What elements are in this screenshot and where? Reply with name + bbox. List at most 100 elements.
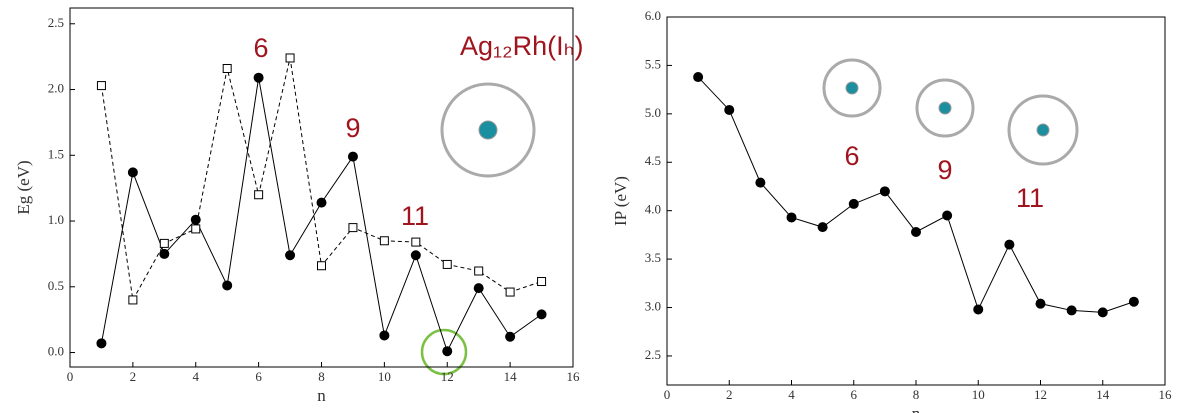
- series-line: [100, 77, 542, 353]
- circle-marker: [505, 331, 516, 342]
- x-tick-label: 8: [318, 369, 325, 384]
- circle-marker: [848, 198, 859, 209]
- square-marker: [348, 223, 358, 233]
- annotation: 6: [844, 141, 859, 171]
- x-axis-label: n: [912, 404, 921, 413]
- highlight-circle: [420, 328, 468, 376]
- cluster-image: [1007, 94, 1079, 166]
- square-marker: [537, 277, 547, 287]
- square-marker: [505, 287, 515, 297]
- x-tick-label: 6: [255, 369, 262, 384]
- y-tick-label: 1.5: [48, 146, 64, 161]
- cluster-atom: [938, 101, 952, 115]
- cluster-image: [440, 82, 536, 178]
- y-tick-label: 2.0: [48, 81, 64, 96]
- circle-marker: [1035, 298, 1046, 309]
- circle-marker: [1066, 305, 1077, 316]
- square-marker: [191, 224, 201, 234]
- x-tick-label: 4: [788, 387, 795, 402]
- cluster-atom: [478, 120, 498, 140]
- y-tick-label: 3.5: [645, 250, 661, 265]
- circle-marker: [379, 330, 390, 341]
- square-marker: [128, 295, 138, 305]
- cluster-atom: [845, 81, 859, 95]
- square-marker: [474, 266, 484, 276]
- plot-frame: [666, 16, 1166, 386]
- y-tick-label: 4.0: [645, 202, 661, 217]
- cluster-image: [915, 78, 975, 138]
- circle-marker: [786, 212, 797, 223]
- x-tick-label: 10: [378, 369, 391, 384]
- y-tick-label: 5.5: [645, 56, 661, 71]
- circle-marker: [536, 309, 547, 320]
- x-tick-label: 12: [1034, 387, 1047, 402]
- circle-marker: [410, 250, 421, 261]
- x-tick-label: 16: [567, 369, 581, 384]
- circle-marker: [159, 248, 170, 259]
- circle-marker: [755, 177, 766, 188]
- circle-marker: [724, 104, 735, 115]
- square-marker: [96, 81, 106, 91]
- x-tick-label: 6: [851, 387, 858, 402]
- circle-marker: [442, 346, 453, 357]
- circle-marker: [693, 72, 704, 83]
- square-marker: [254, 190, 264, 200]
- square-marker: [222, 63, 232, 73]
- square-marker: [317, 261, 326, 271]
- x-tick-label: 10: [972, 387, 985, 402]
- circle-marker: [1097, 307, 1108, 318]
- x-tick-label: 14: [504, 369, 518, 384]
- square-marker: [285, 53, 295, 63]
- y-tick-label: 0.0: [48, 344, 64, 359]
- annotation: 11: [1016, 183, 1044, 213]
- y-tick-label: 2.5: [645, 347, 661, 362]
- circle-marker: [473, 283, 484, 294]
- x-tick-label: 16: [1159, 387, 1173, 402]
- y-axis-label: IP (eV): [611, 176, 630, 226]
- x-tick-label: 14: [1096, 387, 1110, 402]
- square-marker: [411, 237, 421, 247]
- circle-marker: [1004, 239, 1015, 250]
- square-marker: [159, 238, 169, 248]
- annotation: 6: [253, 33, 268, 63]
- x-tick-label: 0: [67, 369, 74, 384]
- y-tick-label: 1.0: [48, 212, 64, 227]
- y-tick-label: 2.5: [48, 15, 64, 30]
- x-tick-label: 4: [193, 369, 200, 384]
- square-marker: [379, 236, 389, 246]
- y-tick-label: 5.0: [645, 105, 661, 120]
- x-tick-label: 2: [130, 369, 137, 384]
- annotation: 9: [345, 113, 360, 143]
- square-marker: [442, 259, 452, 269]
- circle-marker: [190, 214, 201, 225]
- y-tick-label: 3.0: [645, 299, 661, 314]
- annotation: 9: [937, 155, 952, 185]
- circle-marker: [285, 250, 296, 261]
- circle-marker: [253, 72, 264, 83]
- annotation: 11: [401, 201, 429, 231]
- cluster-atom: [1036, 123, 1050, 137]
- circle-marker: [911, 226, 921, 237]
- x-tick-label: 0: [664, 387, 671, 402]
- circle-marker: [973, 304, 984, 315]
- x-tick-label: 12: [441, 369, 454, 384]
- circle-marker: [817, 222, 828, 233]
- circle-marker: [1128, 296, 1139, 307]
- circle-marker: [942, 210, 953, 221]
- circle-marker: [96, 338, 107, 349]
- circle-marker: [222, 280, 233, 291]
- circle-marker: [347, 151, 358, 162]
- x-axis-label: n: [317, 386, 326, 405]
- y-tick-label: 6.0: [645, 8, 661, 23]
- circle-marker: [127, 167, 138, 178]
- circle-marker: [879, 186, 890, 197]
- y-axis-label: Eg (eV): [14, 160, 33, 214]
- circle-marker: [316, 197, 327, 208]
- plot-frame: [69, 7, 574, 368]
- x-tick-label: 2: [726, 387, 733, 402]
- decorations: [420, 58, 1079, 376]
- cluster-image: [822, 58, 882, 118]
- annotation: Ag₁₂Rh(Iₕ): [460, 31, 584, 61]
- x-tick-label: 8: [913, 387, 920, 402]
